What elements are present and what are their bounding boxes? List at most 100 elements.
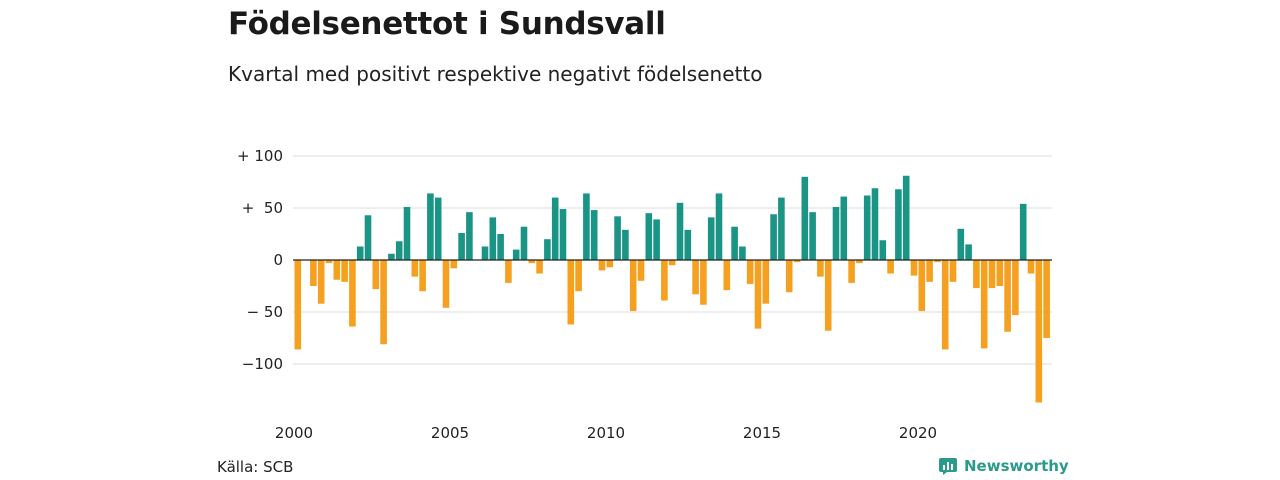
bar-2004-k1 — [419, 260, 426, 292]
chart-title: Födelsenettot i Sundsvall — [228, 6, 666, 42]
bar-2001-k4 — [349, 260, 356, 327]
y-tick-label: + 50 — [242, 199, 283, 217]
bar-2006-k3 — [497, 234, 504, 260]
bar-2002-k4 — [380, 260, 387, 345]
bar-2018-k1 — [856, 260, 863, 264]
bar-2014-k1 — [731, 226, 738, 260]
bar-2018-k3 — [871, 188, 879, 260]
bar-2013-k4 — [723, 260, 731, 291]
bar-2019-k4 — [910, 260, 918, 276]
bar-2020-k3 — [934, 260, 941, 263]
bar-2013-k1 — [700, 260, 707, 305]
brand-name: Newsworthy — [964, 457, 1069, 475]
bar-2012-k1 — [668, 260, 676, 266]
bar-2024-k1 — [1043, 260, 1050, 338]
bar-2001-k2 — [333, 260, 341, 280]
bar-2020-k4 — [941, 260, 949, 350]
bar-2009-k4 — [598, 260, 606, 271]
y-axis-labels: + 100 + 50 0 − 50 −100 — [237, 147, 283, 373]
bar-2022-k4 — [1004, 260, 1011, 332]
bar-2006-k1 — [481, 246, 489, 260]
bar-2007-k2 — [520, 226, 528, 260]
bar-2010-k3 — [622, 229, 629, 260]
bar-2018-k4 — [879, 240, 887, 260]
bar-2017-k1 — [824, 260, 832, 331]
bar-2019-k2 — [895, 189, 902, 260]
bar-2009-k1 — [575, 260, 582, 292]
bar-2012-k3 — [684, 229, 692, 260]
bar-2023-k3 — [1027, 260, 1035, 274]
bar-2014-k2 — [739, 246, 746, 260]
bar-2009-k3 — [590, 210, 598, 260]
bar-2022-k1 — [980, 260, 988, 349]
bar-2015-k4 — [785, 260, 793, 293]
bar-2013-k2 — [707, 217, 715, 260]
bar-2015-k3 — [778, 197, 785, 260]
source-note: Källa: SCB — [217, 458, 294, 476]
x-tick-label: 2000 — [275, 424, 313, 442]
gridlines — [293, 155, 1052, 365]
bar-2011-k4 — [661, 260, 668, 301]
bar-2019-k3 — [902, 175, 910, 260]
bar-2004-k3 — [434, 197, 442, 260]
y-tick-label: 0 — [273, 251, 283, 269]
bar-2007-k3 — [528, 260, 536, 264]
bar-2016-k2 — [801, 176, 809, 260]
bar-2002-k1 — [356, 246, 364, 260]
bar-2011-k1 — [637, 260, 645, 281]
bar-2002-k3 — [372, 260, 380, 290]
bar-2017-k4 — [848, 260, 855, 283]
bar-2006-k2 — [489, 217, 497, 260]
bar-2023-k1 — [1012, 260, 1019, 316]
bar-2007-k4 — [536, 260, 543, 274]
bar-2015-k2 — [770, 214, 777, 260]
bar-2003-k3 — [403, 206, 411, 260]
bar-2013-k3 — [715, 193, 723, 260]
bar-2014-k4 — [754, 260, 762, 329]
bar-2007-k1 — [512, 249, 520, 260]
bar-2008-k4 — [567, 260, 575, 325]
bar-2002-k2 — [364, 215, 372, 260]
bar-2021-k4 — [973, 260, 980, 289]
bar-2011-k3 — [653, 219, 660, 260]
bar-2003-k4 — [411, 260, 419, 277]
bar-2016-k4 — [817, 260, 824, 277]
bar-2008-k1 — [544, 239, 551, 260]
chart-subtitle: Kvartal med positivt respektive negativt… — [228, 62, 763, 86]
bar-2011-k2 — [645, 213, 653, 260]
bar-2006-k4 — [505, 260, 512, 283]
bar-2000-k1 — [294, 260, 302, 350]
x-tick-label: 2010 — [587, 424, 625, 442]
bar-2010-k1 — [606, 260, 614, 268]
bar-2016-k1 — [793, 260, 801, 263]
bar-2021-k2 — [957, 228, 965, 260]
bar-2000-k3 — [310, 260, 317, 286]
bar-2012-k2 — [676, 202, 684, 260]
bar-2019-k1 — [887, 260, 894, 274]
bar-2015-k1 — [762, 260, 770, 304]
bar-2012-k4 — [692, 260, 699, 295]
bar-2005-k1 — [450, 260, 458, 269]
x-tick-label: 2015 — [743, 424, 781, 442]
bar-2021-k3 — [965, 244, 972, 260]
bar-2003-k2 — [395, 241, 403, 260]
bars — [294, 175, 1050, 403]
bar-2005-k2 — [458, 232, 465, 260]
bar-2001-k3 — [341, 260, 348, 282]
brand-logo: Newsworthy — [938, 456, 1069, 476]
bar-2003-k1 — [388, 253, 395, 260]
bar-2020-k1 — [918, 260, 926, 311]
bar-2016-k3 — [809, 212, 816, 260]
y-tick-label: + 100 — [237, 147, 283, 165]
bar-2005-k3 — [466, 212, 473, 260]
bar-2010-k4 — [629, 260, 637, 311]
bar-2018-k2 — [863, 195, 871, 260]
newsworthy-logo-icon — [939, 458, 957, 475]
bar-2017-k2 — [832, 206, 840, 260]
bar-2000-k4 — [317, 260, 325, 304]
bar-2014-k3 — [746, 260, 754, 284]
bar-2008-k3 — [559, 209, 567, 260]
bar-2021-k1 — [949, 260, 957, 282]
bar-2008-k2 — [551, 197, 559, 260]
